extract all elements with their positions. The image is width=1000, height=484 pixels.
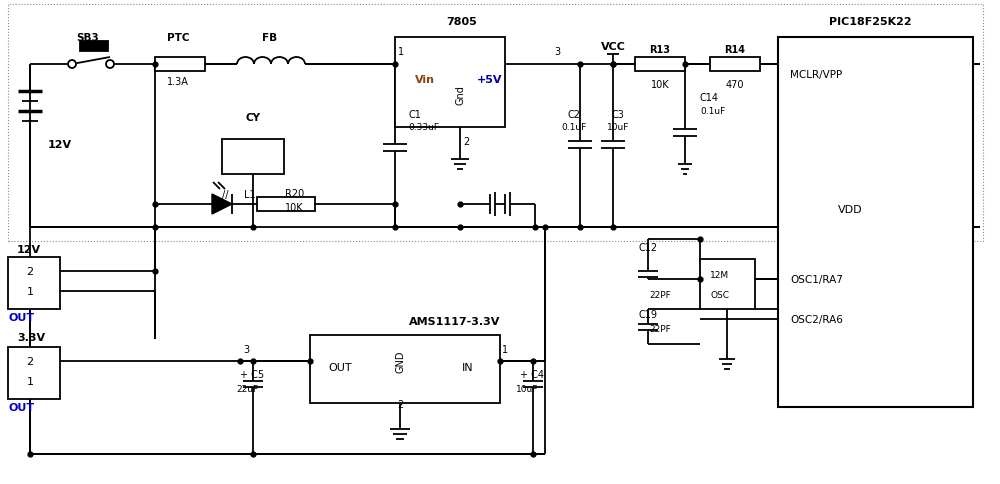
Text: L1: L1 <box>244 190 256 199</box>
Text: 0.1uF: 0.1uF <box>700 107 725 116</box>
Text: 22PF: 22PF <box>649 325 671 334</box>
Text: 12V: 12V <box>48 140 72 150</box>
Text: C3: C3 <box>612 110 624 120</box>
Text: 2: 2 <box>463 136 469 147</box>
Text: + C4: + C4 <box>520 369 544 379</box>
Text: C14: C14 <box>700 93 719 103</box>
Text: OSC2/RA6: OSC2/RA6 <box>790 314 843 324</box>
Bar <box>257 197 315 212</box>
Text: C12: C12 <box>638 242 658 253</box>
Text: PIC18F25K22: PIC18F25K22 <box>829 17 911 27</box>
Text: OUT: OUT <box>328 362 352 372</box>
Text: 3: 3 <box>554 47 560 57</box>
Text: 1.3A: 1.3A <box>167 77 189 87</box>
Bar <box>80 42 108 52</box>
Bar <box>778 38 973 407</box>
Text: OSC1/RA7: OSC1/RA7 <box>790 274 843 285</box>
Bar <box>8 348 60 399</box>
Text: SB3: SB3 <box>77 33 99 43</box>
Text: C19: C19 <box>639 309 658 319</box>
Text: 22uF: 22uF <box>236 385 258 393</box>
Bar <box>310 335 500 403</box>
Circle shape <box>68 61 76 69</box>
Text: //: // <box>222 190 228 199</box>
Text: 10uF: 10uF <box>516 385 538 393</box>
Text: MCLR/VPP: MCLR/VPP <box>790 70 842 80</box>
Text: 10uF: 10uF <box>607 123 629 132</box>
Text: R20: R20 <box>285 189 304 198</box>
Text: 0.33uF: 0.33uF <box>408 123 439 132</box>
Text: 470: 470 <box>726 80 744 90</box>
Bar <box>8 257 60 309</box>
Text: OUT: OUT <box>8 312 34 322</box>
Text: 2: 2 <box>26 267 34 276</box>
Bar <box>155 58 205 72</box>
Text: C1: C1 <box>408 110 421 120</box>
Text: 1: 1 <box>398 47 404 57</box>
Text: GND: GND <box>395 350 405 373</box>
Polygon shape <box>212 195 232 214</box>
Text: 12M: 12M <box>710 270 730 279</box>
Bar <box>710 58 760 72</box>
Text: R14: R14 <box>724 45 746 55</box>
Text: C2: C2 <box>568 110 580 120</box>
Text: 2: 2 <box>397 399 403 409</box>
Bar <box>395 38 505 128</box>
Bar <box>8 5 983 242</box>
Text: VCC: VCC <box>601 42 625 52</box>
Text: VDD: VDD <box>838 205 862 214</box>
Text: PTC: PTC <box>167 33 189 43</box>
Text: 1: 1 <box>502 344 508 354</box>
Text: OSC: OSC <box>710 290 730 299</box>
Text: 2: 2 <box>26 356 34 366</box>
Text: IN: IN <box>462 362 474 372</box>
Text: FB: FB <box>262 33 278 43</box>
Bar <box>222 140 284 175</box>
Text: 10K: 10K <box>285 203 304 212</box>
Text: 7805: 7805 <box>447 17 477 27</box>
Bar <box>700 259 755 309</box>
Text: R13: R13 <box>650 45 670 55</box>
Text: 3: 3 <box>243 344 249 354</box>
Text: 1: 1 <box>27 376 34 386</box>
Text: +5V: +5V <box>477 75 503 85</box>
Text: 10K: 10K <box>651 80 669 90</box>
Text: Gnd: Gnd <box>455 85 465 105</box>
Text: 3.3V: 3.3V <box>17 333 45 342</box>
Text: AMS1117-3.3V: AMS1117-3.3V <box>409 317 501 326</box>
Text: + C5: + C5 <box>240 369 264 379</box>
Text: 12V: 12V <box>17 244 41 255</box>
Text: 0.1uF: 0.1uF <box>561 123 587 132</box>
Text: CY: CY <box>246 113 261 123</box>
Text: 22PF: 22PF <box>649 290 671 299</box>
Bar <box>635 58 685 72</box>
Circle shape <box>106 61 114 69</box>
Text: 1: 1 <box>27 287 34 296</box>
Text: OUT: OUT <box>8 402 34 412</box>
Text: Vin: Vin <box>415 75 435 85</box>
